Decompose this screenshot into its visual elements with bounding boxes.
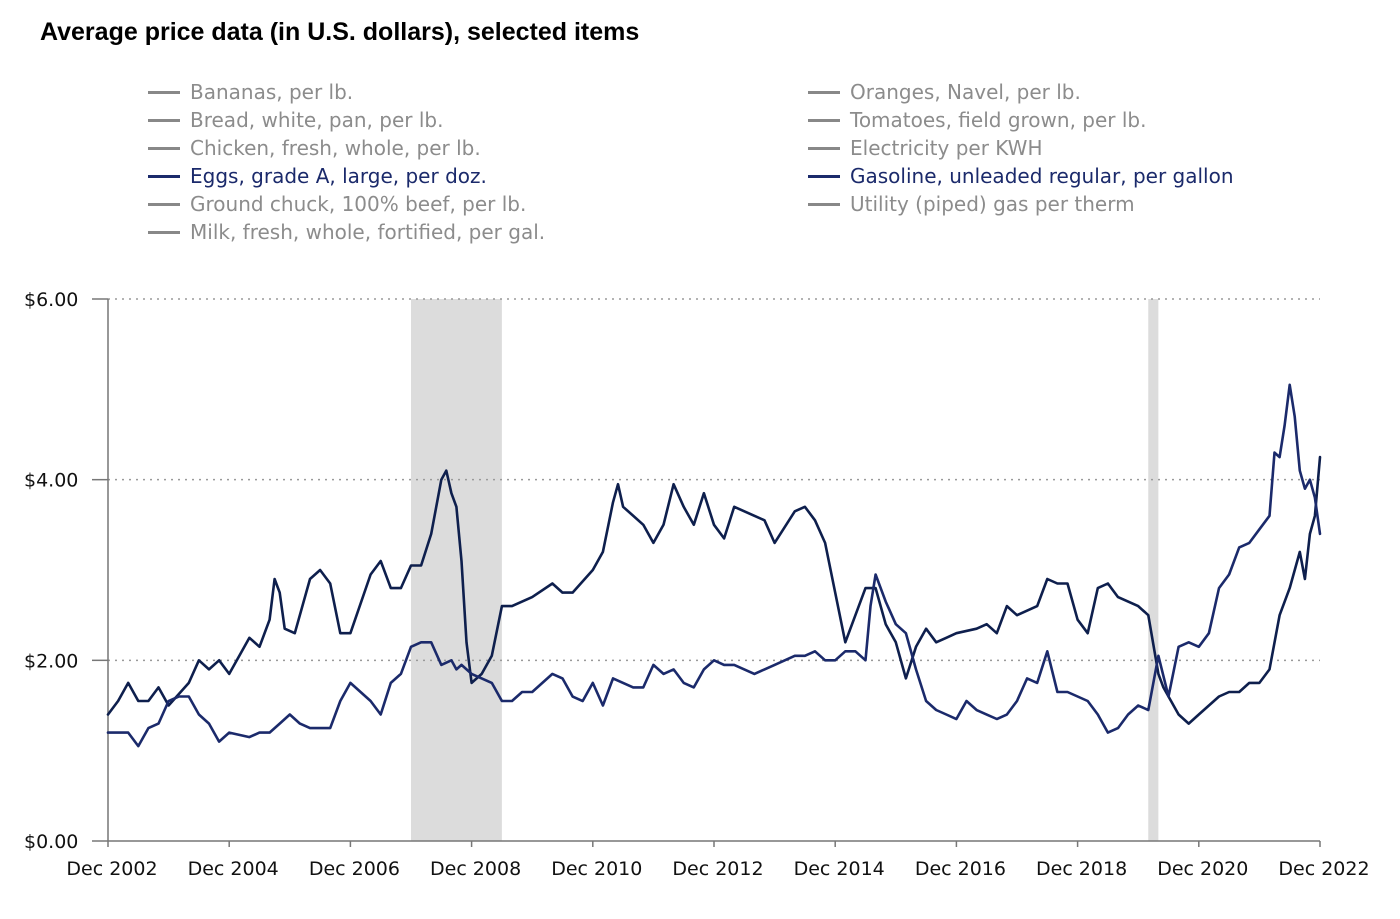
series-line-eggs[interactable]: [106, 383, 1322, 748]
gridlines: [108, 298, 1320, 662]
y-tick-label: $2.00: [24, 650, 78, 672]
x-tick-label: Dec 2016: [915, 858, 1006, 880]
legend-label: Electricity per KWH: [850, 136, 1043, 160]
legend-label: Chicken, fresh, whole, per lb.: [190, 136, 481, 160]
legend-swatch: [148, 119, 180, 122]
legend-label: Gasoline, unleaded regular, per gallon: [850, 164, 1234, 188]
tick-labels: $0.00 $2.00 $4.00 $6.00 Dec 2002 Dec 2004 Dec …: [24, 289, 1370, 880]
x-tick-label: Dec 2020: [1157, 858, 1248, 880]
legend-swatch: [808, 147, 840, 150]
recession-band: [411, 299, 502, 841]
y-tick-label: $4.00: [24, 470, 78, 492]
axes: [92, 298, 1321, 847]
y-tick-label: $6.00: [24, 289, 78, 311]
legend-swatch: [148, 91, 180, 94]
legend-label: Oranges, Navel, per lb.: [850, 80, 1081, 104]
legend-label: Utility (piped) gas per therm: [850, 192, 1135, 216]
x-tick-label: Dec 2006: [309, 858, 400, 880]
legend-label: Tomatoes, field grown, per lb.: [850, 108, 1147, 132]
legend-swatch: [808, 175, 840, 178]
legend-label: Bananas, per lb.: [190, 80, 354, 104]
legend-swatch: [808, 91, 840, 94]
x-tick-label: Dec 2010: [551, 858, 642, 880]
series-line-gasoline[interactable]: [106, 455, 1322, 725]
recession-band: [1148, 299, 1159, 841]
legend-label: Milk, fresh, whole, fortified, per gal.: [190, 220, 546, 244]
x-tick-label: Dec 2002: [66, 858, 157, 880]
x-tick-label: Dec 2014: [794, 858, 885, 880]
x-tick-label: Dec 2008: [430, 858, 521, 880]
legend-label: Bread, white, pan, per lb.: [190, 108, 444, 132]
legend-label: Ground chuck, 100% beef, per lb.: [190, 192, 527, 216]
x-tick-label: Dec 2004: [188, 858, 279, 880]
y-tick-label: $0.00: [24, 831, 78, 853]
x-tick-label: Dec 2018: [1036, 858, 1127, 880]
series-lines: [106, 383, 1322, 748]
legend-label: Eggs, grade A, large, per doz.: [190, 164, 487, 188]
legend-swatch: [148, 203, 180, 206]
chart-title: Average price data (in U.S. dollars), se…: [40, 18, 640, 46]
legend-swatch: [808, 119, 840, 122]
x-tick-label: Dec 2012: [672, 858, 763, 880]
legend-swatch: [148, 231, 180, 234]
legend-swatch: [148, 147, 180, 150]
recession-bands: [411, 299, 1159, 841]
legend-swatch: [808, 203, 840, 206]
x-tick-label: Dec 2022: [1278, 858, 1369, 880]
legend-swatch: [148, 175, 180, 178]
